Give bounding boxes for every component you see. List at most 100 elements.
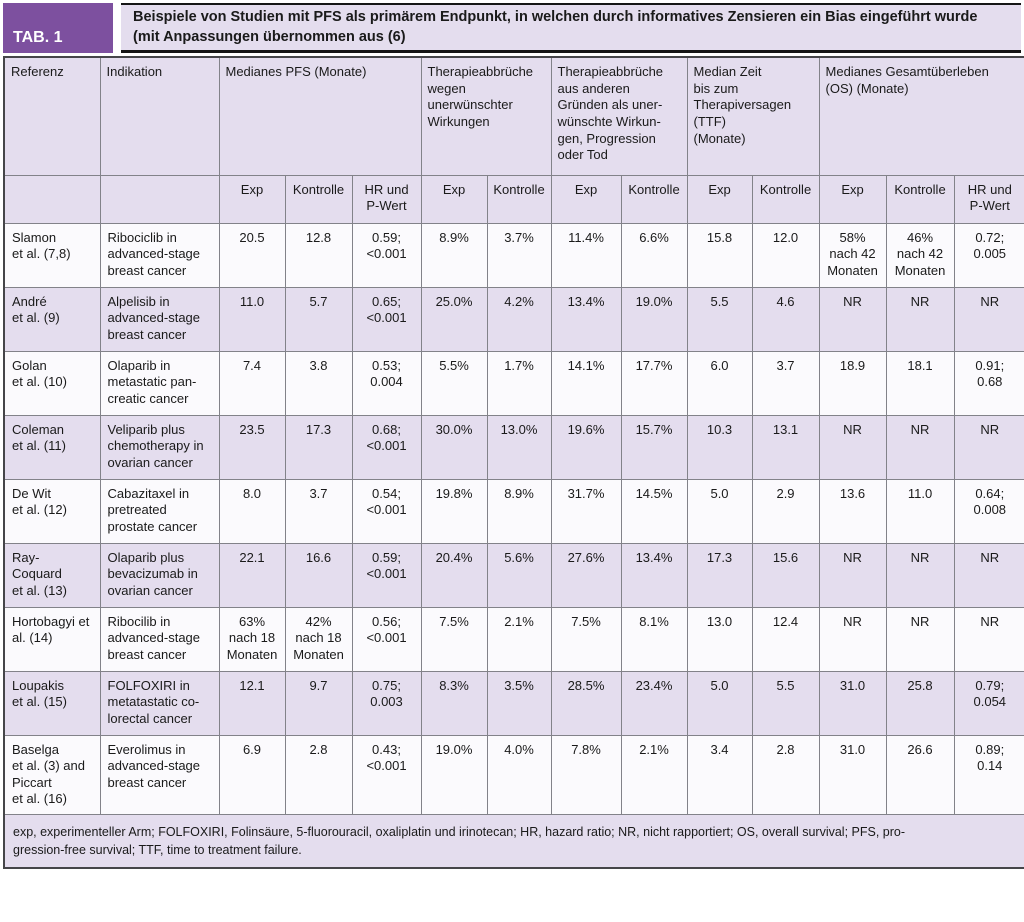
table-cell: 3.7 bbox=[284, 478, 353, 544]
table-cell: 3.7% bbox=[486, 222, 552, 288]
table-cell: 8.1% bbox=[620, 606, 688, 672]
table-cell: 8.9% bbox=[486, 478, 552, 544]
table-cell: NR bbox=[953, 606, 1024, 672]
table-cell: 15.6 bbox=[751, 542, 820, 608]
table-cell: 23.4% bbox=[620, 670, 688, 736]
table-cell: 31.7% bbox=[550, 478, 622, 544]
table-row: Golan et al. (10) Olaparib in metastatic … bbox=[3, 350, 1024, 416]
sub-header-cell: Exp bbox=[550, 174, 622, 224]
table-cell: De Wit et al. (12) bbox=[3, 478, 101, 544]
table-cell: 13.0 bbox=[686, 606, 753, 672]
table-cell: NR bbox=[818, 286, 887, 352]
table-cell: 5.0 bbox=[686, 670, 753, 736]
table-cell: 0.59; <0.001 bbox=[351, 542, 422, 608]
table-cell: 2.1% bbox=[486, 606, 552, 672]
group-header-cell: Indikation bbox=[99, 56, 220, 176]
table-row: Coleman et al. (11) Veliparib plus chemot… bbox=[3, 414, 1024, 480]
table-cell: Slamon et al. (7,8) bbox=[3, 222, 101, 288]
table-cell: 0.53; 0.004 bbox=[351, 350, 422, 416]
sub-header-cell: HR und P-Wert bbox=[953, 174, 1024, 224]
table-cell: 25.8 bbox=[885, 670, 955, 736]
sub-header-cell: Kontrolle bbox=[751, 174, 820, 224]
table-cell: 6.6% bbox=[620, 222, 688, 288]
table-cell: 12.0 bbox=[751, 222, 820, 288]
table-cell: 19.6% bbox=[550, 414, 622, 480]
table-cell: 0.91; 0.68 bbox=[953, 350, 1024, 416]
table-footer: exp, experimenteller Arm; FOLFOXIRI, Fol… bbox=[3, 814, 1024, 869]
sub-header-cell bbox=[99, 174, 220, 224]
group-header-cell: Referenz bbox=[3, 56, 101, 176]
table-cell: 12.8 bbox=[284, 222, 353, 288]
table-cell: 31.0 bbox=[818, 670, 887, 736]
table-cell: 20.5 bbox=[218, 222, 286, 288]
table-cell: 13.0% bbox=[486, 414, 552, 480]
table-cell: FOLFOXIRI in metatastatic co- lorectal c… bbox=[99, 670, 220, 736]
table-cell: 13.1 bbox=[751, 414, 820, 480]
table-cell: 7.5% bbox=[420, 606, 488, 672]
group-header-cell: Therapieabbrüche aus anderen Gründen als… bbox=[550, 56, 688, 176]
table-cell: Hortobagyi et al. (14) bbox=[3, 606, 101, 672]
table-cell: NR bbox=[953, 542, 1024, 608]
table-cell: 0.56; <0.001 bbox=[351, 606, 422, 672]
table-cell: Ribocilib in advanced-stage breast cance… bbox=[99, 606, 220, 672]
table-cell: Ribociclib in advanced-stage breast canc… bbox=[99, 222, 220, 288]
table-cell: NR bbox=[885, 286, 955, 352]
table-title: Beispiele von Studien mit PFS als primär… bbox=[121, 3, 1021, 53]
table-cell: 7.8% bbox=[550, 734, 622, 815]
table-cell: 11.0 bbox=[885, 478, 955, 544]
table-cell: 4.2% bbox=[486, 286, 552, 352]
table-cell: 3.7 bbox=[751, 350, 820, 416]
table-cell: 19.0% bbox=[620, 286, 688, 352]
table-cell: 28.5% bbox=[550, 670, 622, 736]
table-cell: 9.7 bbox=[284, 670, 353, 736]
table-titlebar: TAB. 1 Beispiele von Studien mit PFS als… bbox=[3, 3, 1021, 53]
table-cell: 0.43; <0.001 bbox=[351, 734, 422, 815]
table-cell: 4.6 bbox=[751, 286, 820, 352]
table-cell: 3.8 bbox=[284, 350, 353, 416]
table-cell: 11.4% bbox=[550, 222, 622, 288]
table-cell: 5.6% bbox=[486, 542, 552, 608]
sub-header-cell: Exp bbox=[420, 174, 488, 224]
table-cell: 0.72; 0.005 bbox=[953, 222, 1024, 288]
studies-table: Referenz Indikation Medianes PFS (Monate) T… bbox=[3, 56, 1024, 870]
table-cell: NR bbox=[885, 542, 955, 608]
table-body: Slamon et al. (7,8) Ribociclib in advance… bbox=[3, 222, 1024, 815]
table-figure: TAB. 1 Beispiele von Studien mit PFS als… bbox=[3, 3, 1024, 870]
group-header-cell: Medianes PFS (Monate) bbox=[218, 56, 422, 176]
sub-header-cell: Kontrolle bbox=[885, 174, 955, 224]
table-cell: 46% nach 42 Monaten bbox=[885, 222, 955, 288]
sub-header-cell bbox=[3, 174, 101, 224]
table-cell: 0.89; 0.14 bbox=[953, 734, 1024, 815]
table-header: Referenz Indikation Medianes PFS (Monate) T… bbox=[3, 56, 1024, 224]
table-cell: 18.9 bbox=[818, 350, 887, 416]
table-cell: 0.68; <0.001 bbox=[351, 414, 422, 480]
table-cell: 17.3 bbox=[686, 542, 753, 608]
table-cell: 58% nach 42 Monaten bbox=[818, 222, 887, 288]
table-cell: 19.8% bbox=[420, 478, 488, 544]
table-cell: Loupakis et al. (15) bbox=[3, 670, 101, 736]
table-cell: Olaparib plus bevacizumab in ovarian can… bbox=[99, 542, 220, 608]
table-cell: NR bbox=[885, 414, 955, 480]
table-cell: 15.7% bbox=[620, 414, 688, 480]
table-cell: Veliparib plus chemotherapy in ovarian c… bbox=[99, 414, 220, 480]
table-cell: Coleman et al. (11) bbox=[3, 414, 101, 480]
table-row: De Wit et al. (12) Cabazitaxel in pretrea… bbox=[3, 478, 1024, 544]
table-cell: 2.1% bbox=[620, 734, 688, 815]
table-cell: Everolimus in advanced-stage breast canc… bbox=[99, 734, 220, 815]
group-header-cell: Median Zeit bis zum Therapiversagen (TTF… bbox=[686, 56, 820, 176]
table-cell: NR bbox=[818, 542, 887, 608]
sub-header-cell: HR und P-Wert bbox=[351, 174, 422, 224]
table-cell: NR bbox=[818, 414, 887, 480]
table-cell: 31.0 bbox=[818, 734, 887, 815]
table-row: Slamon et al. (7,8) Ribociclib in advance… bbox=[3, 222, 1024, 288]
table-cell: 5.5% bbox=[420, 350, 488, 416]
table-cell: NR bbox=[953, 286, 1024, 352]
table-cell: 19.0% bbox=[420, 734, 488, 815]
table-cell: 5.7 bbox=[284, 286, 353, 352]
table-cell: 7.5% bbox=[550, 606, 622, 672]
table-cell: 3.4 bbox=[686, 734, 753, 815]
table-cell: 12.4 bbox=[751, 606, 820, 672]
table-cell: 6.0 bbox=[686, 350, 753, 416]
table-cell: Golan et al. (10) bbox=[3, 350, 101, 416]
table-cell: 0.75; 0.003 bbox=[351, 670, 422, 736]
